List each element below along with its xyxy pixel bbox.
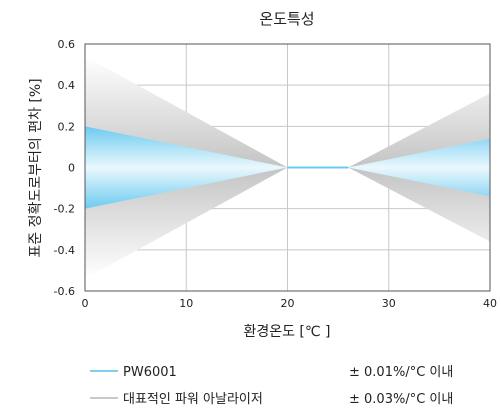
chart-title: 온도특성 — [259, 10, 314, 28]
y-tick-labels: 0.6 0.4 0.2 0 -0.2 -0.4 -0.6 — [54, 38, 75, 298]
x-tick-label: 30 — [382, 297, 396, 310]
x-tick-label: 0 — [82, 297, 89, 310]
x-tick-labels: 0 10 20 30 40 — [82, 297, 498, 310]
y-tick-label: 0.6 — [58, 38, 76, 51]
y-tick-label: 0.2 — [58, 120, 76, 133]
x-tick-label: 10 — [179, 297, 193, 310]
y-tick-label: -0.6 — [54, 285, 75, 298]
legend-label-pw6001: PW6001 — [123, 365, 177, 380]
legend-label-typical-analyzer: 대표적인 파워 아날라이저 — [123, 392, 263, 407]
band-lower-typical-analyzer — [85, 167, 490, 279]
y-tick-label: -0.4 — [54, 244, 75, 257]
band-lower-pw6001 — [85, 167, 490, 209]
band-upper-typical-analyzer — [85, 56, 490, 168]
legend-spec-pw6001: ± 0.01%/°C 이내 — [349, 365, 453, 380]
x-tick-label: 20 — [281, 297, 295, 310]
y-axis-title: 표준 정확도로부터의 편차 [%] — [28, 78, 44, 257]
x-axis-title: 환경온도 [℃ ] — [243, 324, 330, 340]
plot-frame — [84, 43, 491, 292]
legend-spec-typical-analyzer: ± 0.03%/°C 이내 — [349, 392, 453, 407]
band-upper-pw6001 — [85, 126, 490, 168]
x-tick-label: 40 — [483, 297, 497, 310]
deviation-bands — [85, 56, 490, 279]
y-tick-label: 0 — [68, 162, 75, 175]
y-tick-label: 0.4 — [58, 79, 76, 92]
legend: PW6001 ± 0.01%/°C 이내 대표적인 파워 아날라이저 ± 0.0… — [90, 365, 453, 407]
y-tick-label: -0.2 — [54, 203, 75, 216]
